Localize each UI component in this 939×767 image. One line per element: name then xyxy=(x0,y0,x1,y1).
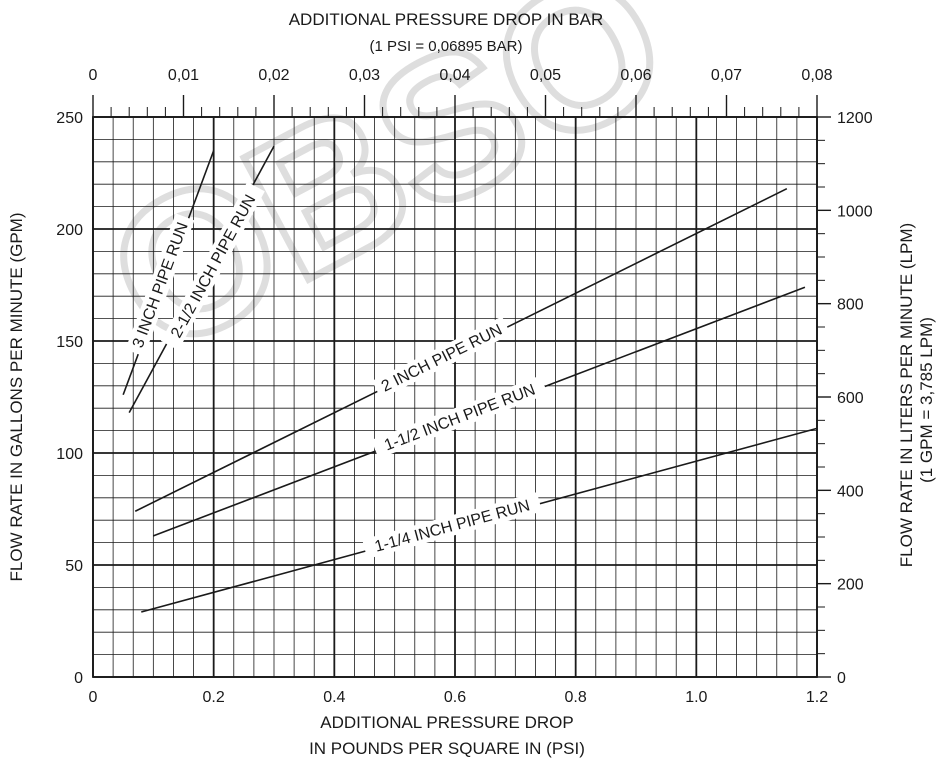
left-axis-tick-label: 150 xyxy=(56,334,83,351)
right-axis-tick-label: 1000 xyxy=(837,203,873,220)
right-axis-tick-label: 400 xyxy=(837,483,864,500)
bottom-axis-tick-label: 0.8 xyxy=(565,689,587,706)
bottom-axis-title-line1: ADDITIONAL PRESSURE DROP xyxy=(320,713,573,732)
right-axis-title-line2: (1 GPM = 3,785 LPM) xyxy=(917,317,936,483)
top-axis-tick-label: 0,05 xyxy=(530,67,561,84)
top-axis-tick-label: 0,03 xyxy=(349,67,380,84)
bottom-axis-tick-label: 1.0 xyxy=(685,689,707,706)
top-axis-tick-label: 0,08 xyxy=(801,67,832,84)
top-axis-subtitle: (1 PSI = 0,06895 BAR) xyxy=(369,38,522,55)
pipe-run-label-group: 2 INCH PIPE RUN xyxy=(372,316,511,399)
left-axis-title: FLOW RATE IN GALLONS PER MINUTE (GPM) xyxy=(7,213,26,582)
left-axis-tick-label: 250 xyxy=(56,110,83,127)
top-axis-tick-label: 0,06 xyxy=(620,67,651,84)
right-axis-title-line1: FLOW RATE IN LITERS PER MINUTE (LPM) xyxy=(897,223,916,567)
right-axis-tick-label: 800 xyxy=(837,297,864,314)
pipe-run-label: 1-1/4 INCH PIPE RUN xyxy=(373,497,532,555)
top-axis-tick-label: 0 xyxy=(89,67,98,84)
bottom-axis-title-line2: IN POUNDS PER SQUARE IN (PSI) xyxy=(309,739,585,758)
right-axis-tick-label: 1200 xyxy=(837,110,873,127)
pipe-run-label-background xyxy=(125,213,195,357)
bottom-axis-tick-label: 1.2 xyxy=(806,689,828,706)
top-axis-tick-label: 0,04 xyxy=(439,67,470,84)
top-axis-tick-label: 0,01 xyxy=(168,67,199,84)
pipe-run-label: 1-1/2 INCH PIPE RUN xyxy=(382,381,538,454)
pipe-run-label-background xyxy=(362,492,543,559)
pipe-run-label-background xyxy=(371,375,548,459)
left-axis-tick-label: 200 xyxy=(56,222,83,239)
pipe-run-label-background xyxy=(372,316,511,399)
left-axis-tick-label: 0 xyxy=(74,670,83,687)
bottom-axis-tick-label: 0.4 xyxy=(323,689,345,706)
tick-labels: 0 0.2 0.4 0.6 0.8 1.0 1.2 0 0,01 0,02 0,03 0,04 0,05… xyxy=(56,67,872,706)
bottom-axis-tick-label: 0.6 xyxy=(444,689,466,706)
right-axis-tick-label: 600 xyxy=(837,390,864,407)
pipe-run-label-background xyxy=(160,181,265,351)
top-axis-tick-label: 0,02 xyxy=(258,67,289,84)
left-axis-tick-label: 50 xyxy=(65,558,83,575)
right-axis-tick-label: 0 xyxy=(837,670,846,687)
right-axis-tick-label: 200 xyxy=(837,577,864,594)
bottom-axis-tick-label: 0.2 xyxy=(203,689,225,706)
pipe-run-label: 2 INCH PIPE RUN xyxy=(379,322,505,396)
top-axis-tick-label: 0,07 xyxy=(711,67,742,84)
top-axis-title: ADDITIONAL PRESSURE DROP IN BAR xyxy=(289,10,604,29)
bottom-axis-tick-label: 0 xyxy=(89,689,98,706)
left-axis-tick-label: 100 xyxy=(56,446,83,463)
